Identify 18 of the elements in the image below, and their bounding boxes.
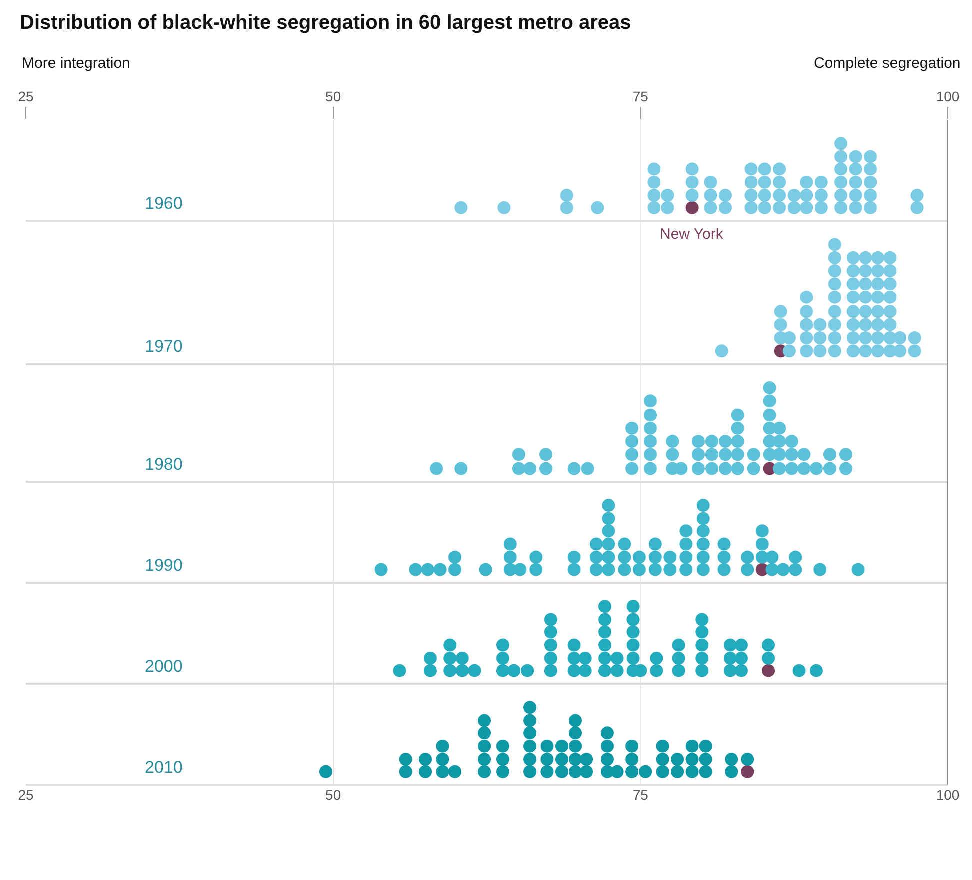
x-tick-label: 50 (326, 787, 342, 803)
y-axis-title: 2000 (145, 657, 183, 676)
annotation: New York (660, 226, 724, 243)
y-axis-title: 1990 (145, 556, 183, 575)
x-tick-label: 75 (632, 787, 649, 803)
text: More integration (22, 55, 130, 72)
x-tick-label: 50 (326, 88, 342, 104)
x-tick-label: 25 (18, 787, 34, 803)
x-tick-label: 75 (632, 88, 649, 104)
y-axis-title: 2010 (145, 758, 183, 777)
y-axis-title: 1970 (145, 337, 183, 356)
y-axis-title: 1980 (145, 455, 183, 474)
chart-title: Distribution of black-white segregation in 60 largest metro areas (20, 12, 632, 34)
text: Complete segregation (814, 55, 961, 72)
x-tick-label: 25 (18, 88, 34, 104)
x-tick-label: 100 (936, 787, 960, 803)
x-tick-label: 100 (936, 88, 960, 104)
y-axis-title: 1960 (145, 194, 183, 213)
